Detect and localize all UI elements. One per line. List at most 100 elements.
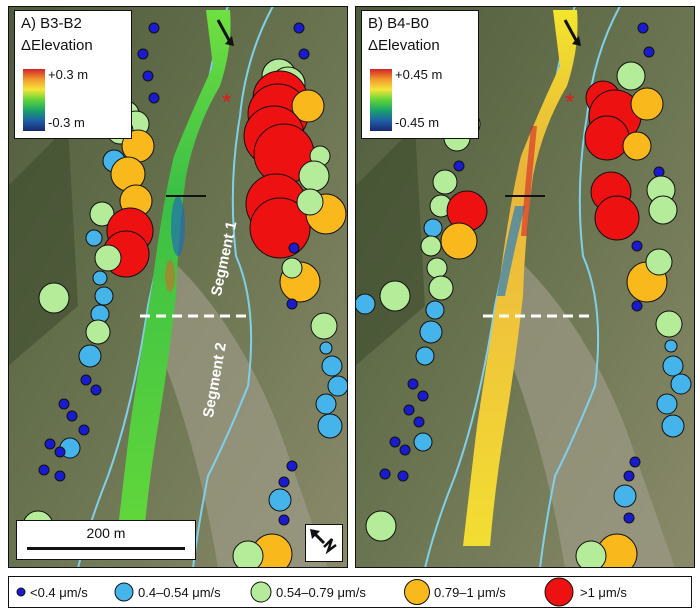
marker: [281, 257, 303, 279]
marker: [670, 373, 692, 395]
marker: [94, 286, 114, 306]
flow-arrowhead-icon: [225, 36, 234, 46]
marker: [298, 48, 310, 60]
scale-min-label: -0.45 m: [395, 115, 440, 130]
marker: [425, 300, 445, 320]
marker: [44, 438, 56, 450]
flow-arrow-icon: [563, 19, 579, 43]
marker: [137, 48, 149, 60]
marker: [38, 464, 50, 476]
marker: [365, 510, 397, 542]
north-arrow-icon: [305, 524, 343, 562]
legend-swatch: [404, 579, 430, 605]
marker: [423, 218, 443, 238]
elevation-change-raster: [463, 10, 578, 546]
marker: [58, 398, 70, 410]
legend-item-gt1: >1 μm/s: [541, 577, 627, 607]
marker: [148, 92, 160, 104]
marker: [38, 282, 70, 314]
marker: [643, 46, 655, 58]
marker: [94, 244, 122, 272]
marker: [403, 404, 415, 416]
map-panel-b: *: [355, 6, 695, 568]
marker: [293, 22, 305, 34]
legend-label: 0.4–0.54 μm/s: [138, 584, 221, 600]
elevation-legend: B) B4-B0 ΔElevation +0.45 m -0.45 m: [361, 10, 479, 139]
site-marker-icon: *: [222, 89, 231, 116]
marker: [653, 166, 665, 178]
marker: [656, 393, 678, 415]
marker: [78, 424, 90, 436]
marker: [78, 344, 102, 368]
marker-group-right: [232, 22, 348, 568]
deposition-patch: [165, 260, 175, 292]
legend-label: <0.4 μm/s: [30, 584, 88, 600]
map-panel-a: *: [8, 6, 348, 568]
marker: [616, 61, 646, 91]
marker: [622, 131, 652, 161]
erosion-patch: [497, 206, 525, 296]
marker: [268, 488, 292, 512]
legend-label: 0.79–1 μm/s: [434, 584, 506, 600]
legend-swatch: [250, 581, 272, 603]
marker: [432, 169, 458, 195]
marker: [321, 355, 343, 377]
scale-max-label: +0.45 m: [395, 67, 443, 82]
marker: [85, 229, 103, 247]
marker: [379, 280, 411, 312]
flow-arrowhead-icon: [572, 36, 581, 46]
legend-item-lt04: <0.4 μm/s: [15, 577, 88, 607]
marker: [631, 300, 643, 312]
legend-item-079-1: 0.79–1 μm/s: [403, 577, 506, 607]
marker: [415, 346, 435, 366]
site-marker-icon: *: [565, 89, 574, 116]
scale-min-label: -0.3 m: [48, 115, 85, 130]
marker: [664, 339, 678, 353]
marker: [648, 195, 678, 225]
marker-group-right: [575, 22, 692, 568]
scale-bar-label: 200 m: [86, 525, 126, 541]
marker: [315, 393, 337, 415]
marker: [85, 319, 111, 345]
marker: [317, 413, 343, 439]
marker: [355, 293, 376, 315]
map-canvas-b: *: [355, 6, 695, 568]
marker: [637, 22, 649, 34]
map-canvas-a: *: [8, 6, 348, 568]
marker: [319, 341, 333, 355]
marker: [286, 460, 298, 472]
marker: [397, 470, 409, 482]
marker: [419, 320, 443, 344]
panel-title: B) B4-B0: [368, 15, 429, 32]
marker: [584, 115, 630, 161]
marker: [420, 235, 442, 257]
legend-label: >1 μm/s: [580, 584, 627, 600]
marker: [623, 470, 635, 482]
panel-subtitle: ΔElevation: [21, 37, 93, 54]
flow-arrow-icon: [216, 19, 232, 43]
marker: [379, 468, 391, 480]
marker: [399, 444, 411, 456]
marker: [310, 312, 338, 340]
marker: [296, 188, 324, 216]
marker: [54, 446, 66, 458]
marker: [298, 160, 330, 192]
scale-max-label: +0.3 m: [48, 67, 89, 82]
legend-swatch: [544, 577, 574, 607]
marker: [413, 416, 425, 428]
marker: [66, 410, 78, 422]
marker: [631, 240, 643, 252]
marker: [594, 195, 640, 241]
marker: [630, 87, 664, 121]
panel-title: A) B3-B2: [21, 15, 82, 32]
marker: [645, 248, 673, 276]
marker-legend: <0.4 μm/s 0.4–0.54 μm/s 0.54–0.79 μm/s 0…: [8, 576, 692, 608]
panel-subtitle: ΔElevation: [368, 37, 440, 54]
marker: [575, 540, 607, 568]
legend-swatch: [114, 582, 134, 602]
erosion-patch: [171, 196, 185, 256]
marker: [90, 384, 102, 396]
legend-label: 0.54–0.79 μm/s: [276, 584, 366, 600]
marker: [428, 275, 454, 301]
scale-bar-line: [27, 547, 185, 550]
